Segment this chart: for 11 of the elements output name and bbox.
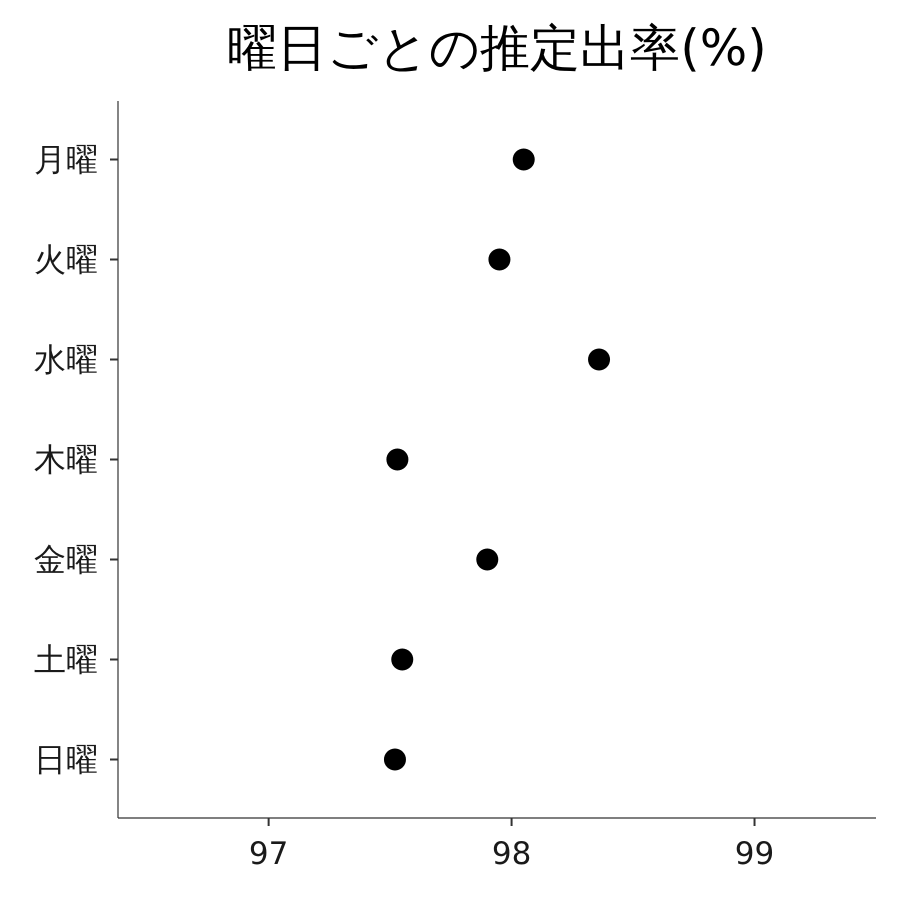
- y-tick-label: 日曜: [34, 740, 98, 778]
- x-tick-label: 99: [734, 836, 774, 872]
- y-tick-label: 金曜: [34, 540, 98, 578]
- y-tick-label: 木曜: [34, 440, 98, 478]
- y-tick-label: 火曜: [34, 240, 98, 278]
- title: 曜日ごとの推定出率(%): [227, 19, 767, 77]
- y-tick-label: 水曜: [34, 340, 98, 378]
- x-tick-label: 97: [248, 836, 288, 872]
- y-tick-label: 月曜: [34, 140, 98, 178]
- x-tick-label: 98: [492, 836, 532, 872]
- y-tick-label: 土曜: [34, 640, 98, 678]
